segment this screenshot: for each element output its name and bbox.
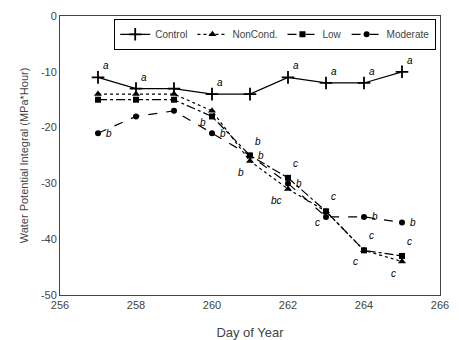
svg-text:Water Potential Integral (MPa*: Water Potential Integral (MPa*Hour) <box>18 68 30 244</box>
svg-text:Day of Year: Day of Year <box>216 325 284 340</box>
svg-text:c: c <box>353 256 358 267</box>
svg-text:b: b <box>200 117 206 128</box>
svg-text:b: b <box>220 128 226 139</box>
svg-text:c: c <box>407 236 412 247</box>
svg-text:b: b <box>410 217 416 228</box>
svg-text:256: 256 <box>51 299 69 311</box>
svg-text:Moderate: Moderate <box>387 29 430 40</box>
svg-text:-50: -50 <box>41 289 57 301</box>
svg-text:b: b <box>296 178 302 189</box>
svg-text:a: a <box>369 66 375 77</box>
svg-text:262: 262 <box>279 299 297 311</box>
svg-text:NonCond.: NonCond. <box>232 29 277 40</box>
svg-text:264: 264 <box>355 299 373 311</box>
svg-text:c: c <box>369 230 374 241</box>
svg-text:a: a <box>293 60 299 71</box>
svg-text:c: c <box>293 158 298 169</box>
svg-text:b: b <box>106 128 112 139</box>
svg-text:-30: -30 <box>41 177 57 189</box>
svg-text:a: a <box>103 60 109 71</box>
svg-text:0: 0 <box>51 10 57 22</box>
svg-text:-20: -20 <box>41 121 57 133</box>
svg-text:a: a <box>407 55 413 66</box>
svg-text:-40: -40 <box>41 233 57 245</box>
svg-text:b: b <box>255 136 261 147</box>
svg-text:a: a <box>217 77 223 88</box>
svg-text:c: c <box>391 268 396 279</box>
svg-text:b: b <box>258 150 264 161</box>
svg-text:c: c <box>315 217 320 228</box>
svg-text:c: c <box>331 191 336 202</box>
svg-text:Low: Low <box>322 29 341 40</box>
svg-text:-10: -10 <box>41 66 57 78</box>
svg-text:b: b <box>238 167 244 178</box>
svg-text:a: a <box>141 72 147 83</box>
svg-text:b: b <box>372 211 378 222</box>
svg-text:a: a <box>331 66 337 77</box>
svg-text:260: 260 <box>203 299 221 311</box>
svg-text:bc: bc <box>271 195 282 206</box>
svg-text:266: 266 <box>431 299 449 311</box>
svg-text:258: 258 <box>127 299 145 311</box>
svg-text:Control: Control <box>155 29 187 40</box>
